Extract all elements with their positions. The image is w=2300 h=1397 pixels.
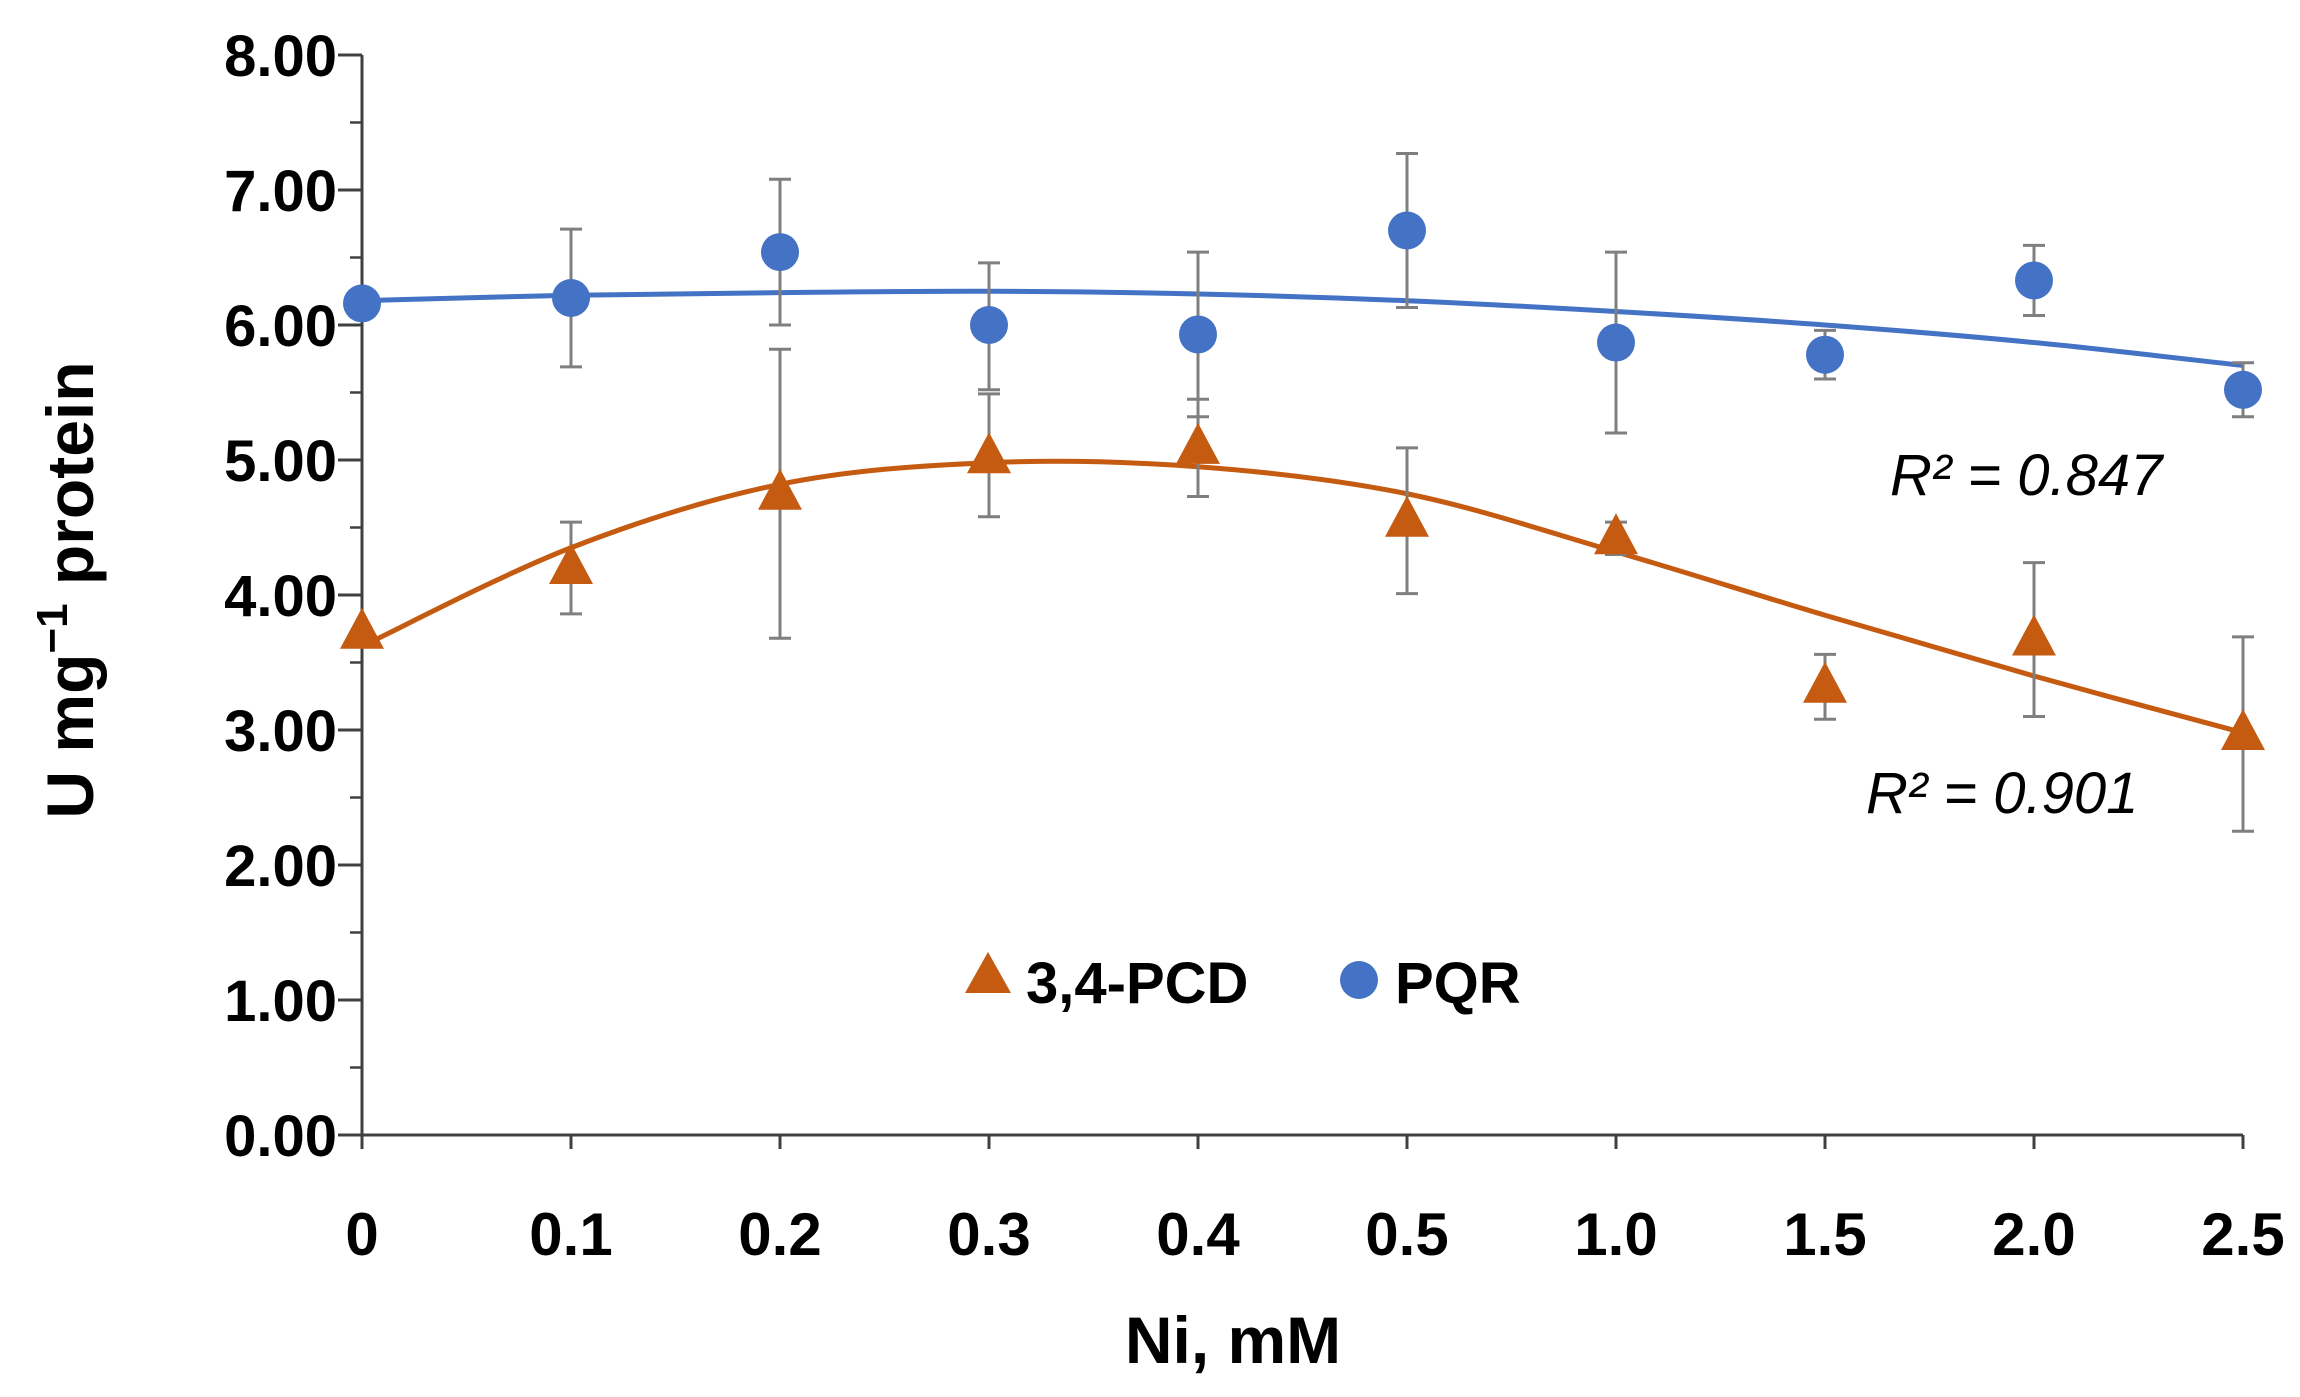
- x-axis-title: Ni, mM: [1125, 1303, 1341, 1377]
- y-tick-label: 3.00: [224, 699, 337, 764]
- x-tick-label: 0.4: [1156, 1201, 1240, 1268]
- r2-label-pcd: R² = 0.901: [1866, 761, 2138, 826]
- data-point-pqr: [1806, 335, 1844, 374]
- legend-triangle-icon: [965, 952, 1011, 993]
- y-axis-title-rest: protein: [33, 361, 107, 603]
- axes: [338, 53, 2245, 1149]
- x-tick-label: 0.5: [1365, 1201, 1448, 1268]
- x-tick-label: 1.5: [1783, 1201, 1866, 1268]
- legend-label-pcd: 3,4-PCD: [1026, 951, 1248, 1016]
- data-markers: [340, 211, 2265, 751]
- r2-label-pqr: R² = 0.847: [1890, 443, 2165, 508]
- y-tick-label: 6.00: [224, 294, 337, 359]
- data-point-pqr: [1179, 315, 1217, 354]
- data-point-pcd: [2221, 709, 2265, 751]
- x-tick-labels: 0 0.1 0.2 0.3 0.4 0.5 1.0 1.5 2.0 2.5: [345, 1201, 2284, 1268]
- x-tick-label: 0.2: [738, 1201, 821, 1268]
- data-point-pcd: [967, 432, 1011, 474]
- trendlines: [360, 288, 2244, 736]
- data-point-pcd: [340, 607, 384, 649]
- data-point-pqr: [343, 284, 381, 323]
- x-tick-label: 1.0: [1574, 1201, 1657, 1268]
- x-tick-label: 2.5: [2201, 1201, 2284, 1268]
- y-tick-label: 0.00: [224, 1104, 337, 1169]
- legend-label-pqr: PQR: [1395, 951, 1521, 1016]
- y-tick-label: 5.00: [224, 429, 337, 494]
- trendline-pqr: [361, 288, 2244, 368]
- data-point-pqr: [761, 233, 799, 272]
- y-tick-label: 4.00: [224, 564, 337, 629]
- data-point-pqr: [2224, 370, 2262, 409]
- data-point-pqr: [2015, 261, 2053, 300]
- y-tick-label: 7.00: [224, 159, 337, 224]
- y-tick-label: 8.00: [224, 24, 337, 89]
- data-point-pcd: [1385, 495, 1429, 537]
- y-axis-title-main: U mg: [33, 654, 107, 819]
- data-point-pqr: [970, 306, 1008, 344]
- y-axis-title: U mg−1 protein: [28, 361, 107, 818]
- y-tick-label: 1.00: [224, 969, 337, 1034]
- trendline-pcd: [360, 458, 2244, 736]
- data-point-pcd: [1594, 513, 1638, 555]
- data-point-pqr: [552, 279, 590, 317]
- y-tick-labels: 0.00 1.00 2.00 3.00 4.00 5.00 6.00 7.00 8.00: [224, 24, 337, 1169]
- data-point-pcd: [1803, 661, 1847, 703]
- y-tick-label: 2.00: [224, 834, 337, 899]
- data-point-pqr: [1597, 323, 1635, 362]
- x-tick-label: 0: [345, 1201, 378, 1268]
- data-point-pcd: [758, 468, 802, 510]
- data-point-pqr: [1388, 211, 1426, 250]
- y-axis-title-sup: −1: [28, 603, 77, 653]
- data-point-pcd: [1176, 422, 1220, 464]
- x-tick-label: 0.3: [947, 1201, 1030, 1268]
- legend: 3,4-PCD PQR: [965, 951, 1521, 1016]
- x-tick-label: 2.0: [1992, 1201, 2075, 1268]
- x-tick-label: 0.1: [529, 1201, 612, 1268]
- legend-circle-icon: [1340, 961, 1378, 999]
- data-point-pcd: [2012, 614, 2056, 656]
- data-point-pcd: [549, 543, 593, 584]
